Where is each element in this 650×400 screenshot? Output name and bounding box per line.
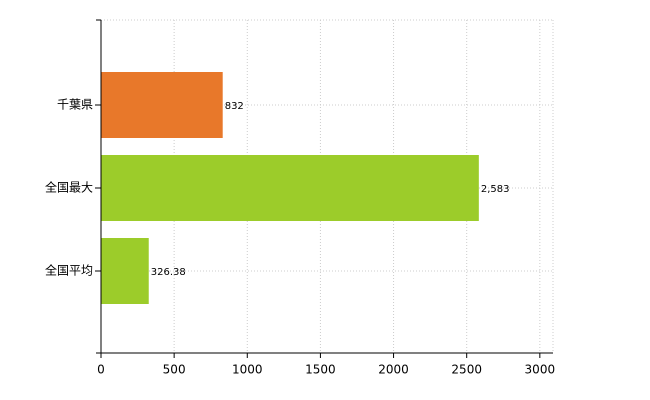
x-tick-label: 2500 <box>451 363 482 377</box>
x-tick-label: 1000 <box>232 363 263 377</box>
y-tick-label: 千葉県 <box>57 98 93 112</box>
x-tick-label: 0 <box>97 363 105 377</box>
value-label: 832 <box>225 101 244 112</box>
x-tick-label: 1500 <box>305 363 336 377</box>
bar <box>101 155 479 221</box>
bar <box>101 238 149 304</box>
y-tick-label: 全国最大 <box>45 180 93 195</box>
bar <box>101 72 223 138</box>
x-tick-label: 500 <box>163 363 186 377</box>
y-tick-label: 全国平均 <box>45 263 93 278</box>
value-label: 2,583 <box>481 184 510 195</box>
x-tick-label: 3000 <box>525 363 556 377</box>
value-label: 326.38 <box>151 267 186 278</box>
x-tick-label: 2000 <box>378 363 409 377</box>
